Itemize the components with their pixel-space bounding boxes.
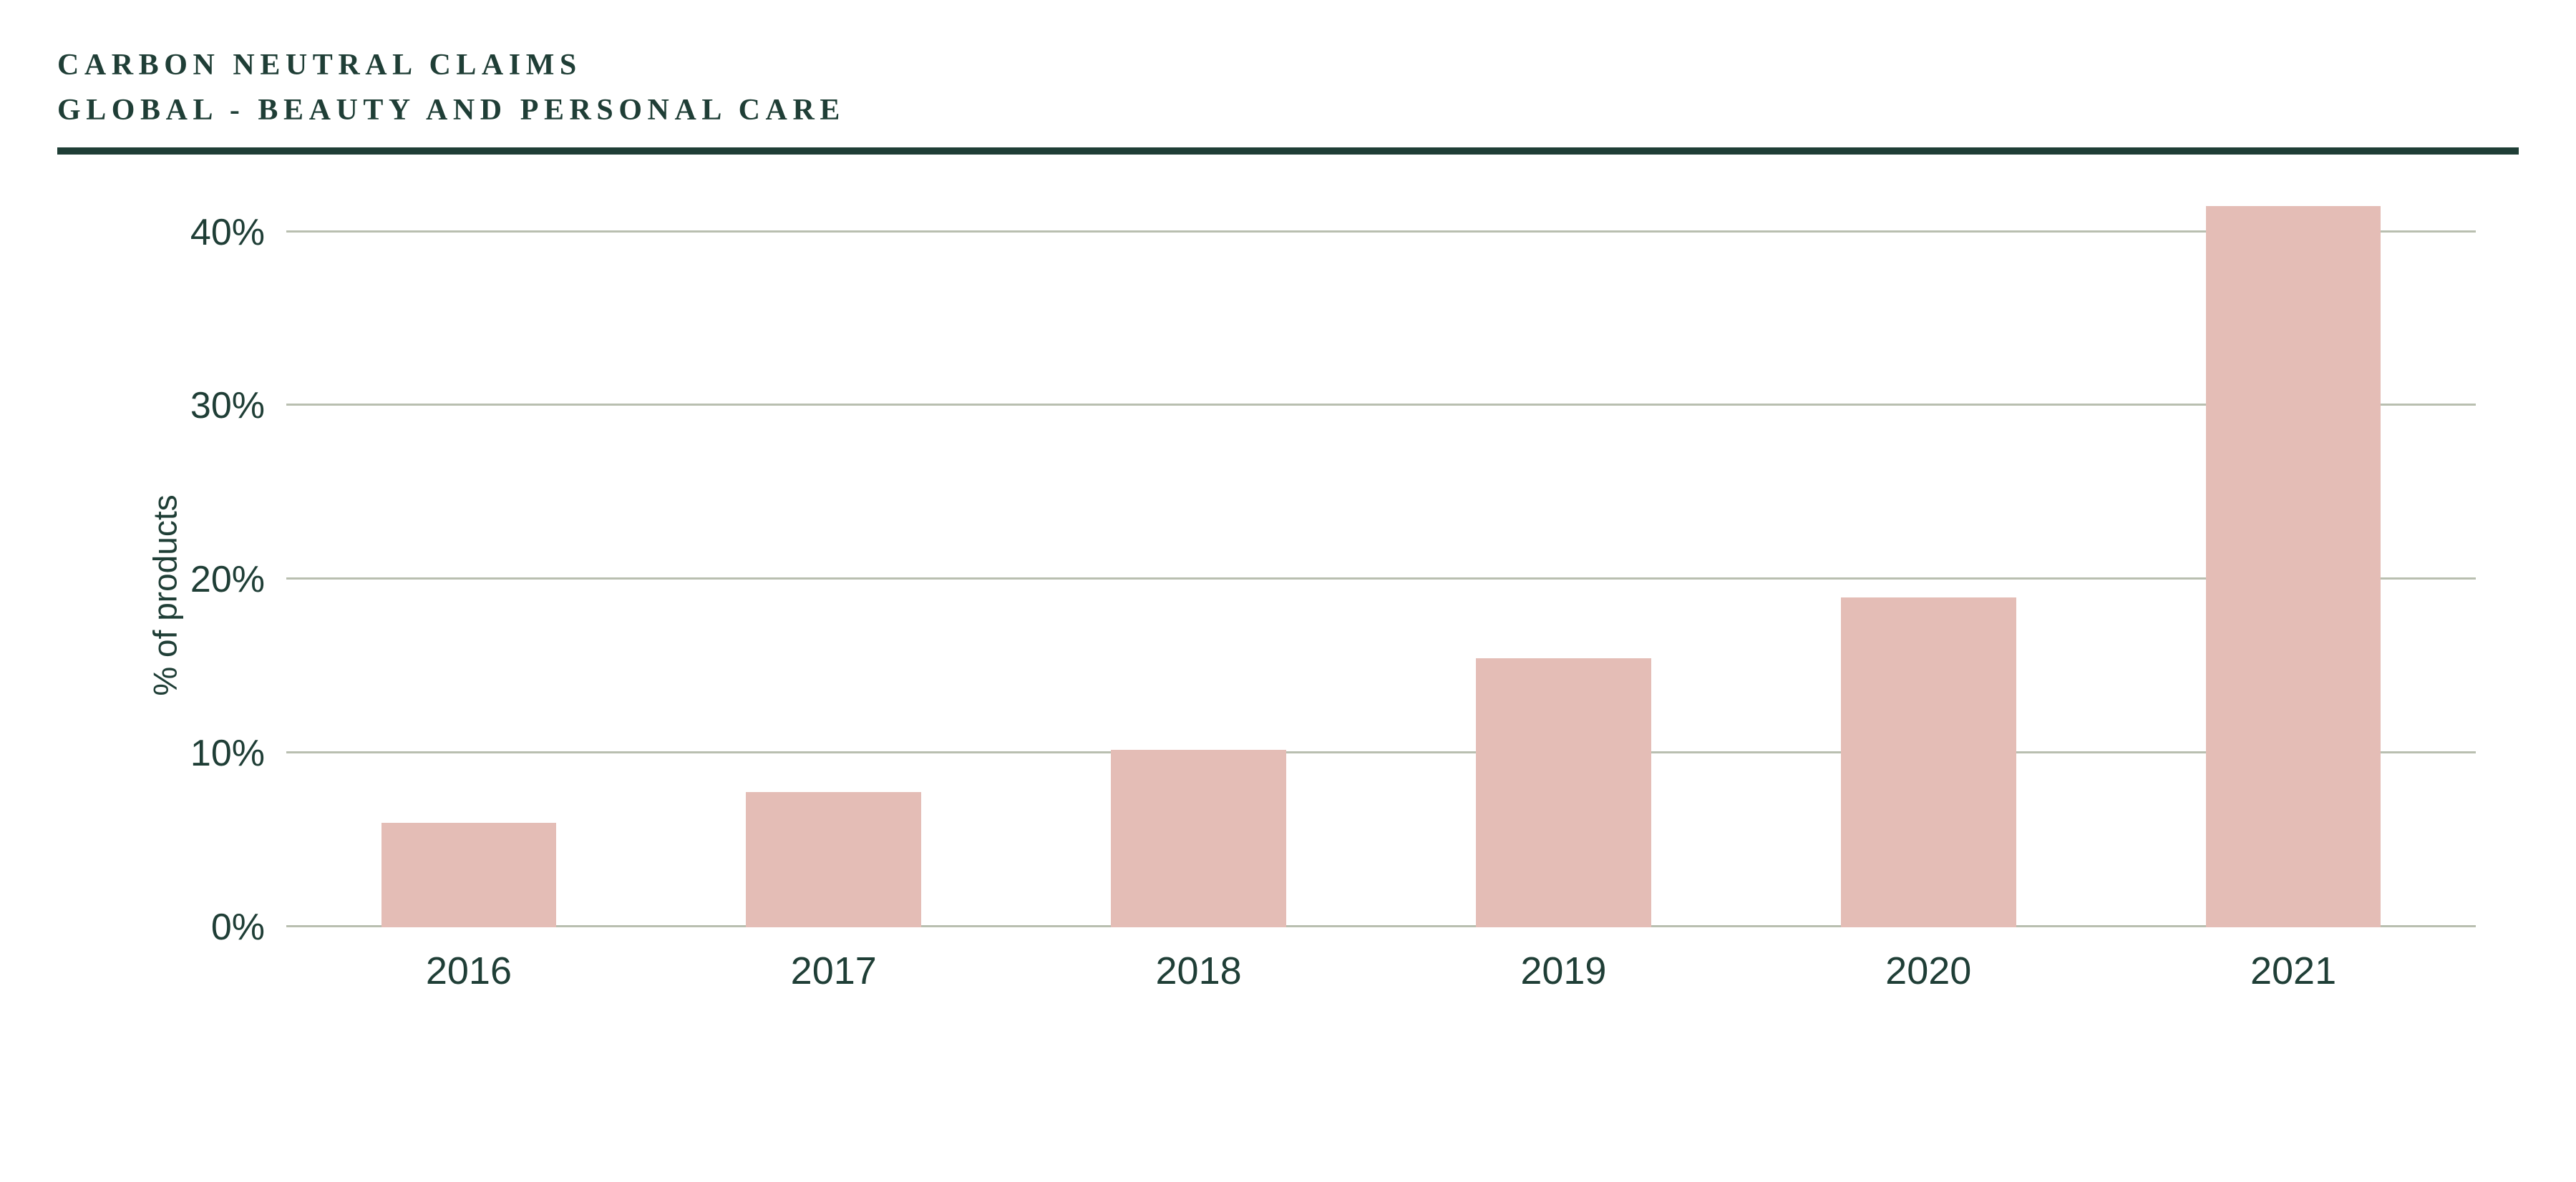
bar-column	[651, 197, 1016, 927]
bar-column	[286, 197, 651, 927]
bar	[1841, 597, 2016, 927]
bar	[1476, 658, 1651, 927]
chart-title-line1: CARBON NEUTRAL CLAIMS	[57, 43, 2519, 88]
bar-column	[1016, 197, 1381, 927]
x-tick-label: 2016	[286, 949, 651, 993]
chart-title-line2: GLOBAL - BEAUTY AND PERSONAL CARE	[57, 88, 2519, 133]
x-tick-label: 2019	[1381, 949, 1746, 993]
bar	[381, 823, 557, 927]
bar	[2206, 206, 2381, 927]
x-axis-labels: 201620172018201920202021	[286, 927, 2476, 993]
x-tick-label: 2018	[1016, 949, 1381, 993]
x-tick-label: 2021	[2111, 949, 2476, 993]
bar-column	[1381, 197, 1746, 927]
y-tick-label: 10%	[190, 732, 286, 775]
plot-area: 0%10%20%30%40%	[172, 197, 2476, 927]
bars-layer	[286, 197, 2476, 927]
chart-container: % of products 0%10%20%30%40% 20162017201…	[57, 197, 2519, 993]
y-tick-label: 20%	[190, 558, 286, 601]
y-tick-label: 0%	[211, 906, 286, 949]
y-tick-label: 40%	[190, 211, 286, 254]
x-tick-label: 2020	[1746, 949, 2111, 993]
y-tick-label: 30%	[190, 384, 286, 427]
bar-column	[2111, 197, 2476, 927]
x-tick-label: 2017	[651, 949, 1016, 993]
chart-title-block: CARBON NEUTRAL CLAIMS GLOBAL - BEAUTY AN…	[57, 43, 2519, 133]
bar-column	[1746, 197, 2111, 927]
title-divider	[57, 147, 2519, 155]
bar	[1111, 750, 1286, 927]
bar	[746, 792, 921, 927]
